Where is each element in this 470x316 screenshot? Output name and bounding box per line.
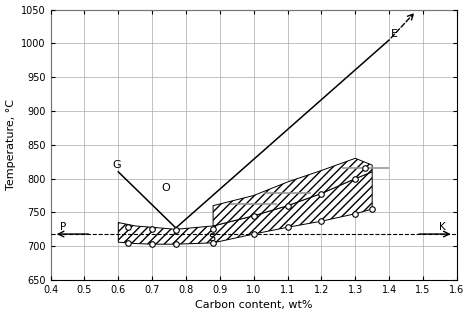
- Text: E: E: [391, 29, 398, 39]
- Text: P: P: [60, 222, 67, 232]
- Text: S: S: [208, 233, 215, 243]
- Text: K: K: [439, 222, 446, 232]
- Y-axis label: Temperature, °C: Temperature, °C: [6, 99, 16, 190]
- Text: O: O: [161, 183, 170, 193]
- X-axis label: Carbon content, wt%: Carbon content, wt%: [195, 301, 313, 310]
- Polygon shape: [118, 172, 372, 244]
- Text: G: G: [112, 160, 121, 170]
- Polygon shape: [213, 158, 372, 226]
